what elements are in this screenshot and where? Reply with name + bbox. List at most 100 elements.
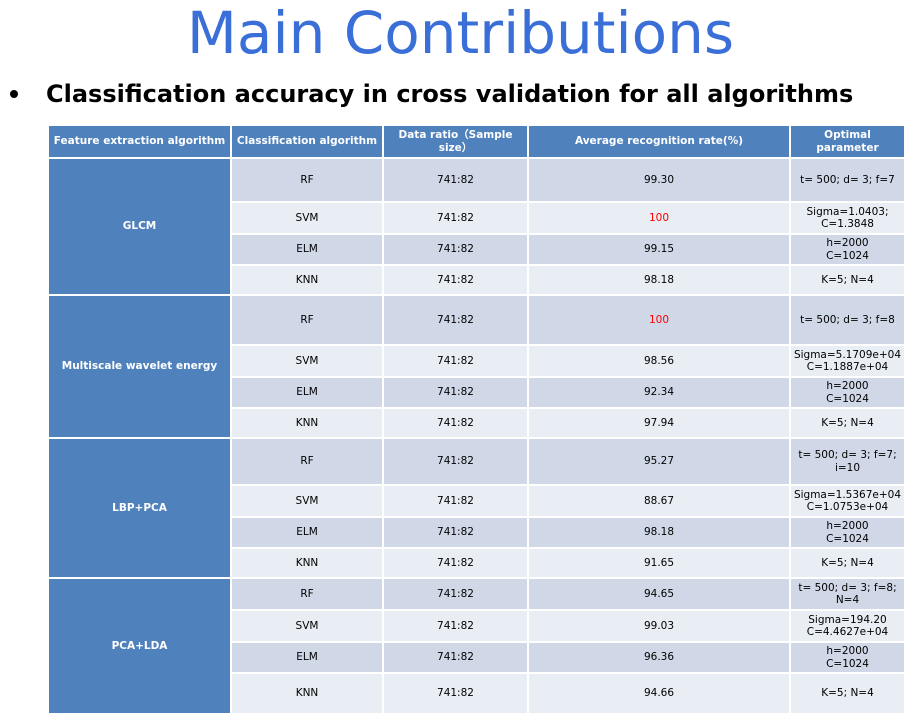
data-ratio-cell: 741:82 <box>382 294 529 346</box>
optimal-parameter-cell: h=2000 C=1024 <box>789 233 906 266</box>
parameter-line: K=5; N=4 <box>821 273 874 286</box>
classifier-cell: KNN <box>230 672 384 715</box>
header-optimal-parameter: Optimal parameter <box>789 124 906 159</box>
data-ratio-cell: 741:82 <box>382 609 529 643</box>
bullet-text: Classification accuracy in cross validat… <box>46 80 854 108</box>
parameter-line: t= 500; d= 3; f=7; <box>798 449 897 461</box>
recognition-rate-cell: 96.36 <box>527 641 791 674</box>
classifier-cell: ELM <box>230 233 384 266</box>
optimal-parameter-cell: Sigma=1.5367e+04 C=1.0753e+04 <box>789 484 906 518</box>
header-average-rate: Average recognition rate(%) <box>527 124 791 159</box>
parameter-line: Sigma=194.20 <box>808 613 887 626</box>
optimal-parameter-cell: K=5; N=4 <box>789 407 906 439</box>
optimal-parameter-cell: t= 500; d= 3; f=8; N=4 <box>789 577 906 611</box>
classifier-cell: SVM <box>230 344 384 378</box>
optimal-parameter-cell: Sigma=194.20 C=4.4627e+04 <box>789 609 906 643</box>
parameter-line: C=1024 <box>826 392 869 405</box>
parameter-line: K=5; N=4 <box>821 556 874 569</box>
parameter-line: t= 500; d= 3; f=8 <box>800 313 895 326</box>
table-row: ELM 741:82 92.34 h=2000 C=1024 <box>48 376 906 409</box>
classifier-cell: ELM <box>230 641 384 674</box>
data-ratio-cell: 741:82 <box>382 484 529 518</box>
optimal-parameter-cell: Sigma=1.0403; C=1.3848 <box>789 201 906 235</box>
table-row: GLCM RF 741:82 99.30 t= 500; d= 3; f=7 <box>47 157 906 296</box>
table-row: KNN 741:82 94.66 K=5; N=4 <box>48 672 906 715</box>
optimal-parameter-cell: h=2000 C=1024 <box>789 376 906 409</box>
classifier-cell: SVM <box>230 484 384 518</box>
recognition-rate-cell: 88.67 <box>527 484 791 518</box>
table-row: KNN 741:82 97.94 K=5; N=4 <box>48 407 906 439</box>
recognition-rate-cell: 99.15 <box>527 233 791 266</box>
table-row: ELM 741:82 96.36 h=2000 C=1024 <box>48 641 906 674</box>
table-header-row: Feature extraction algorithm Classificat… <box>47 124 906 159</box>
results-table: Feature extraction algorithm Classificat… <box>47 124 906 715</box>
recognition-rate-cell: 95.27 <box>527 437 791 486</box>
parameter-line: Sigma=5.1709e+04 <box>793 348 902 361</box>
parameter-line: N=4 <box>835 594 860 606</box>
optimal-parameter-cell: t= 500; d= 3; f=7; i=10 <box>789 437 906 486</box>
table-row: PCA+LDA RF 741:82 94.65 t= 500; d= 3; f=8; N=… <box>47 577 906 715</box>
parameter-line: h=2000 <box>826 645 869 657</box>
table-row: LBP+PCA RF 741:82 95.27 t= 500; d= 3; f=7; i=… <box>47 437 906 579</box>
data-ratio-cell: 741:82 <box>382 641 529 674</box>
optimal-parameter-cell: K=5; N=4 <box>789 672 906 715</box>
table-row: SVM 741:82 100 Sigma=1.0403; C=1.3848 <box>48 201 906 235</box>
parameter-line: C=1024 <box>826 657 869 670</box>
classifier-cell: KNN <box>230 407 384 439</box>
data-ratio-cell: 741:82 <box>382 437 529 486</box>
recognition-rate-cell: 98.18 <box>527 264 791 296</box>
slide-title: Main Contributions <box>186 0 735 67</box>
parameter-line: h=2000 <box>826 380 869 392</box>
data-ratio-cell: 741:82 <box>382 264 529 296</box>
table-body: GLCM RF 741:82 99.30 t= 500; d= 3; f=7 SVM 741… <box>47 157 906 715</box>
table-row: SVM 741:82 98.56 Sigma=5.1709e+04 C=1.1887e+… <box>48 344 906 378</box>
optimal-parameter-cell: t= 500; d= 3; f=7 <box>789 157 906 203</box>
recognition-rate-cell: 97.94 <box>527 407 791 439</box>
classifier-cell: ELM <box>230 516 384 549</box>
bullet-point: Classification accuracy in cross validat… <box>8 76 853 112</box>
parameter-line: h=2000 <box>826 520 869 532</box>
feature-cell: Multiscale wavelet energy <box>47 294 232 439</box>
recognition-rate-cell: 99.30 <box>527 157 791 203</box>
optimal-parameter-cell: h=2000 C=1024 <box>789 516 906 549</box>
optimal-parameter-cell: K=5; N=4 <box>789 547 906 579</box>
recognition-rate-cell: 91.65 <box>527 547 791 579</box>
bullet-dot-icon <box>10 90 18 98</box>
parameter-line: t= 500; d= 3; f=7 <box>800 173 895 186</box>
table-row: ELM 741:82 98.18 h=2000 C=1024 <box>48 516 906 549</box>
optimal-parameter-cell: h=2000 C=1024 <box>789 641 906 674</box>
classifier-cell: ELM <box>230 376 384 409</box>
parameter-line: Sigma=1.5367e+04 <box>793 488 902 501</box>
feature-cell: PCA+LDA <box>47 577 232 715</box>
feature-cell: GLCM <box>47 157 232 296</box>
parameter-line: Sigma=1.0403; <box>806 205 889 218</box>
classifier-cell: SVM <box>230 609 384 643</box>
parameter-line: K=5; N=4 <box>821 687 874 700</box>
data-ratio-cell: 741:82 <box>382 547 529 579</box>
classifier-cell: RF <box>230 577 384 611</box>
recognition-rate-cell: 98.18 <box>527 516 791 549</box>
data-ratio-cell: 741:82 <box>382 344 529 378</box>
data-ratio-cell: 741:82 <box>382 233 529 266</box>
data-ratio-cell: 741:82 <box>382 407 529 439</box>
header-data-ratio: Data ratio（Sample size） <box>382 124 529 159</box>
classifier-cell: RF <box>230 157 384 203</box>
recognition-rate-cell: 99.03 <box>527 609 791 643</box>
optimal-parameter-cell: t= 500; d= 3; f=8 <box>789 294 906 346</box>
parameter-line: C=1.1887e+04 <box>806 361 889 373</box>
header-classification: Classification algorithm <box>230 124 384 159</box>
table-row: KNN 741:82 91.65 K=5; N=4 <box>48 547 906 579</box>
parameter-line: C=1024 <box>826 249 869 262</box>
optimal-parameter-cell: Sigma=5.1709e+04 C=1.1887e+04 <box>789 344 906 378</box>
classifier-cell: KNN <box>230 547 384 579</box>
table-row: ELM 741:82 99.15 h=2000 C=1024 <box>48 233 906 266</box>
data-ratio-cell: 741:82 <box>382 672 529 715</box>
recognition-rate-cell: 100 <box>527 201 791 235</box>
data-ratio-cell: 741:82 <box>382 376 529 409</box>
parameter-line: K=5; N=4 <box>821 416 874 429</box>
optimal-parameter-cell: K=5; N=4 <box>789 264 906 296</box>
classifier-cell: RF <box>230 294 384 346</box>
data-ratio-cell: 741:82 <box>382 201 529 235</box>
parameter-line: C=1.0753e+04 <box>806 501 889 513</box>
parameter-line: h=2000 <box>826 237 869 249</box>
